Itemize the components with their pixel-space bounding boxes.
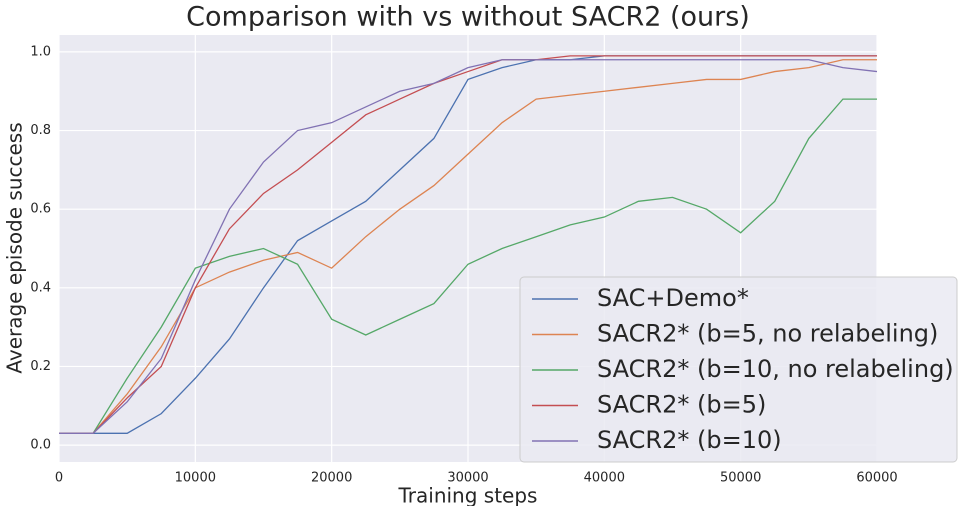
legend-label: SACR2* (b=5) xyxy=(597,391,766,419)
y-axis-label: Average episode success xyxy=(3,122,27,373)
series-line xyxy=(59,98,877,434)
chart-title: Comparison with vs without SACR2 (ours) xyxy=(186,2,750,33)
x-tick-label: 50000 xyxy=(720,471,761,486)
legend-box xyxy=(519,276,958,463)
x-tick-label: 30000 xyxy=(447,471,488,486)
y-tick-label: 1.0 xyxy=(30,44,51,59)
x-tick-label: 40000 xyxy=(584,471,625,486)
x-tick-label: 60000 xyxy=(856,471,897,486)
y-tick-label: 0.2 xyxy=(30,359,51,374)
x-tick-label: 0 xyxy=(55,471,63,486)
series-line xyxy=(59,55,877,434)
legend-label: SACR2* (b=5, no relabeling) xyxy=(597,320,938,348)
legend-label: SACR2* (b=10) xyxy=(597,426,782,454)
x-tick-label: 10000 xyxy=(175,471,216,486)
x-axis-label: Training steps xyxy=(398,484,538,506)
y-tick-label: 0.8 xyxy=(30,123,51,138)
legend-label: SACR2* (b=10, no relabeling) xyxy=(597,355,954,383)
y-tick-label: 0.6 xyxy=(30,202,51,217)
x-tick-label: 20000 xyxy=(311,471,352,486)
y-tick-label: 0.4 xyxy=(30,280,51,295)
series-line xyxy=(59,59,878,434)
legend-label: SAC+Demo* xyxy=(597,284,749,312)
y-tick-label: 0.0 xyxy=(30,438,51,453)
